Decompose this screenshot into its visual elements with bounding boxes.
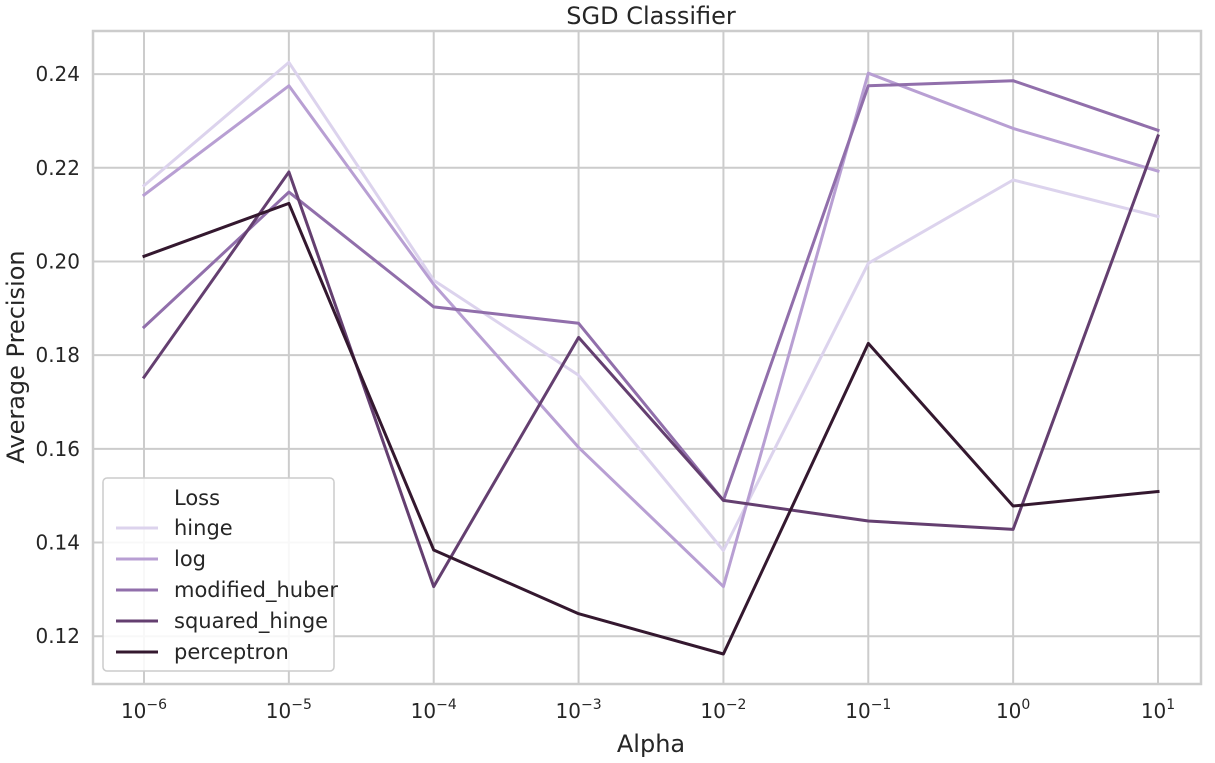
x-tick-label: 101 — [1141, 697, 1175, 723]
y-tick-label: 0.12 — [35, 624, 80, 648]
series-line-perceptron — [142, 201, 1160, 656]
series-lines — [141, 60, 1160, 656]
x-tick-labels: 10−6 10−5 10−4 10−3 10−2 10−1 100 101 — [121, 697, 1175, 723]
y-tick-label: 0.22 — [35, 156, 80, 180]
x-tick-label: 10−4 — [411, 697, 457, 723]
x-tick-label: 10−3 — [556, 697, 602, 723]
x-tick-label: 100 — [996, 697, 1030, 723]
series-line-squared-hinge — [141, 133, 1160, 589]
x-tick-label: 10−5 — [266, 697, 312, 723]
legend-label: squared_hinge — [174, 609, 328, 634]
legend-label: modified_huber — [174, 578, 338, 603]
series-line-modified-huber — [141, 79, 1160, 502]
x-tick-label: 10−6 — [121, 697, 167, 723]
legend-label: perceptron — [174, 640, 289, 664]
legend-title: Loss — [174, 486, 220, 510]
y-tick-label: 0.16 — [35, 437, 80, 461]
y-tick-label: 0.18 — [35, 343, 80, 367]
legend-label: hinge — [174, 516, 233, 540]
series-line-hinge — [141, 60, 1160, 552]
x-axis-title: Alpha — [617, 730, 685, 758]
y-tick-label: 0.14 — [35, 531, 80, 555]
x-tick-label: 10−2 — [700, 697, 746, 723]
chart-title: SGD Classifier — [566, 2, 736, 30]
y-tick-label: 0.24 — [35, 62, 80, 86]
plot-border — [91, 29, 1203, 686]
series-line-log — [141, 71, 1160, 589]
legend: Loss hinge log modified_huber squared_hinge… — [102, 477, 338, 672]
legend-items: hinge log modified_huber squared_hingeperce… — [116, 516, 338, 664]
y-tick-labels: 0.12 0.14 0.16 0.18 0.20 0.22 0.24 — [35, 62, 80, 648]
y-tick-label: 0.20 — [35, 249, 80, 273]
legend-label: log — [174, 547, 206, 571]
y-axis-title: Average Precision — [2, 250, 30, 463]
legend-box — [102, 477, 335, 672]
x-tick-label: 10−1 — [845, 697, 891, 723]
